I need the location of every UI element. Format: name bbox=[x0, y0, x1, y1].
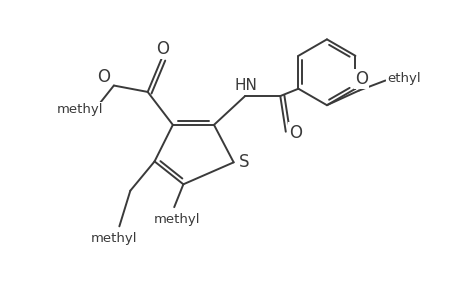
Text: O: O bbox=[354, 70, 367, 88]
Text: methyl: methyl bbox=[90, 232, 137, 245]
Text: S: S bbox=[238, 153, 248, 171]
Text: O: O bbox=[289, 124, 302, 142]
Text: ethyl: ethyl bbox=[386, 72, 420, 85]
Text: HN: HN bbox=[234, 78, 257, 93]
Text: methyl: methyl bbox=[153, 212, 199, 226]
Text: O: O bbox=[156, 40, 168, 58]
Text: methyl: methyl bbox=[56, 103, 103, 116]
Text: O: O bbox=[97, 68, 110, 86]
